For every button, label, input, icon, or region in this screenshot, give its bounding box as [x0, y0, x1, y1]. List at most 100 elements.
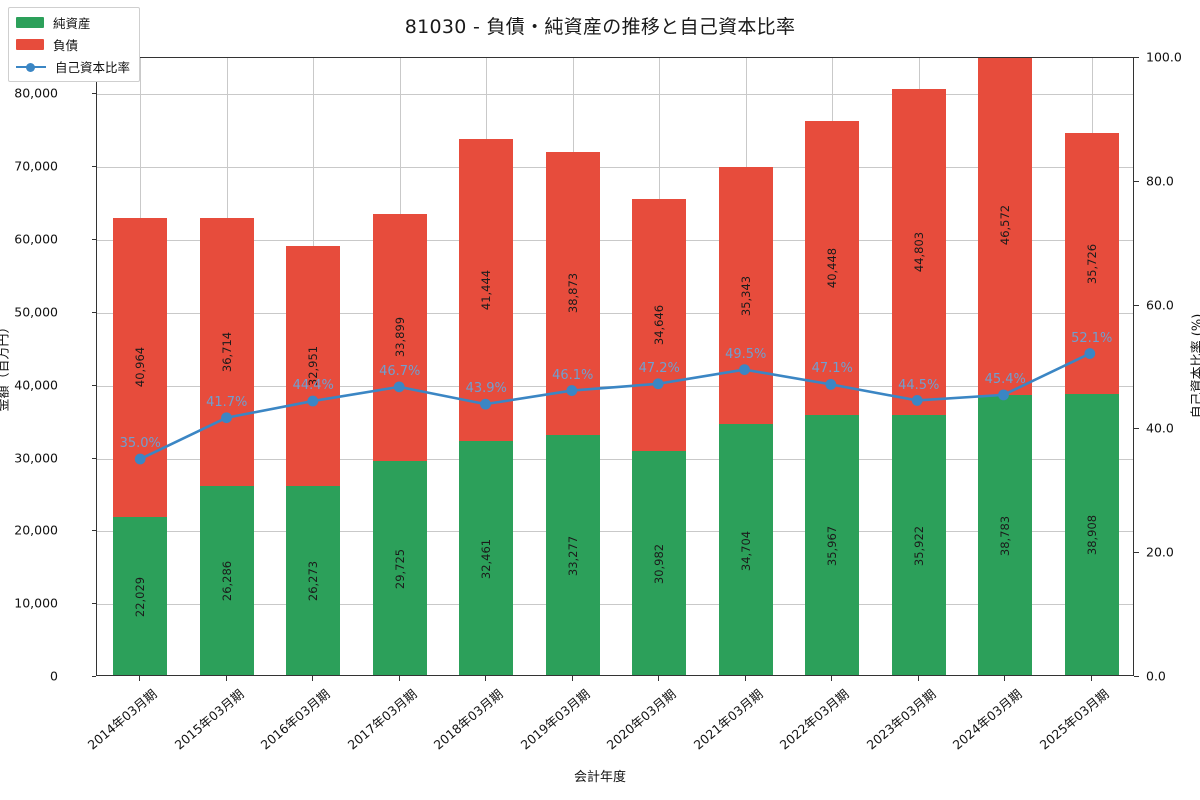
- bar-segment-equity[interactable]: [978, 394, 1033, 675]
- x-axis-tickmark: [139, 676, 141, 681]
- plot-inner: 22,029 40,964 26,286 36,714 26,273 32,951 29,7…: [97, 58, 1133, 675]
- x-axis-tickmark: [831, 676, 833, 681]
- ratio-value-label: 35.0%: [119, 436, 161, 452]
- y-axis-left-tick-label: 30,000: [14, 450, 58, 466]
- bar-segment-equity[interactable]: [113, 516, 168, 675]
- ratio-value-label: 41.7%: [206, 394, 248, 410]
- bar-segment-equity[interactable]: [372, 460, 427, 675]
- bar-segment-liability[interactable]: [113, 218, 168, 517]
- bar-segment-equity[interactable]: [805, 415, 860, 675]
- y-axis-right-tick-label: 100.0: [1146, 49, 1182, 65]
- y-axis-right-title: 自己資本比率 (%): [1190, 313, 1200, 419]
- y-axis-right-tickmark: [1134, 57, 1139, 58]
- legend-label-ratio: 自己資本比率: [55, 60, 131, 75]
- ratio-line-marker[interactable]: [1084, 348, 1096, 359]
- legend-label-equity: 純資産: [53, 16, 91, 31]
- ratio-line-marker[interactable]: [307, 395, 319, 407]
- chart-legend: 純資産 負債 自己資本比率: [8, 7, 141, 82]
- legend-label-liability: 負債: [53, 38, 79, 53]
- y-axis-right-tickmark: [1134, 552, 1139, 554]
- x-axis-title: 会計年度: [573, 770, 626, 785]
- ratio-line-marker[interactable]: [998, 389, 1009, 401]
- y-axis-right-tick-label: 0.0: [1146, 668, 1166, 684]
- ratio-line-marker[interactable]: [825, 379, 837, 390]
- gridline-horizontal: [97, 240, 1133, 242]
- bar-segment-equity[interactable]: [718, 424, 773, 675]
- y-axis-left-tickmark: [91, 93, 96, 95]
- bar-segment-liability[interactable]: [718, 166, 773, 425]
- gridline-horizontal: [97, 94, 1133, 96]
- y-axis-right-tickmark: [1134, 180, 1139, 182]
- y-axis-left-tickmark: [91, 530, 96, 532]
- x-axis-tick-label: 2014年03月期: [84, 686, 160, 753]
- x-axis-tickmark: [225, 676, 227, 681]
- gridline-horizontal: [97, 604, 1133, 606]
- bar-segment-equity[interactable]: [1064, 393, 1119, 675]
- x-axis-tickmark: [1090, 676, 1092, 681]
- y-axis-left-tick-label: 80,000: [14, 85, 58, 101]
- bar-segment-equity[interactable]: [632, 451, 687, 675]
- legend-item-equity[interactable]: 純資産: [16, 14, 130, 31]
- x-axis-tickmark: [658, 676, 660, 681]
- ratio-value-label: 44.5%: [898, 377, 940, 393]
- y-axis-left-tick-label: 70,000: [14, 158, 58, 174]
- bar-segment-equity[interactable]: [891, 415, 946, 675]
- ratio-line-marker[interactable]: [393, 381, 405, 393]
- bar-segment-liability[interactable]: [891, 89, 946, 416]
- ratio-line-marker[interactable]: [134, 453, 146, 465]
- x-axis-tick-label: 2016年03月期: [257, 686, 333, 753]
- x-axis-tick-label: 2017年03月期: [344, 686, 420, 753]
- y-axis-left-tickmark: [91, 457, 96, 459]
- ratio-line-marker[interactable]: [652, 378, 664, 390]
- bar-segment-equity[interactable]: [459, 440, 514, 675]
- y-axis-left-tick-label: 60,000: [14, 231, 58, 247]
- ratio-value-label: 45.4%: [984, 371, 1026, 387]
- y-axis-right-tick-label: 60.0: [1146, 297, 1174, 313]
- bar-segment-liability[interactable]: [805, 120, 860, 416]
- ratio-value-label: 47.1%: [811, 361, 853, 377]
- ratio-value-label: 44.4%: [292, 378, 334, 394]
- ratio-line-overlay: [134, 348, 1096, 465]
- x-axis-tickmark: [917, 676, 919, 681]
- bar-segment-liability[interactable]: [286, 245, 341, 486]
- ratio-value-label: 46.1%: [552, 367, 594, 383]
- bar-segment-liability[interactable]: [459, 138, 514, 441]
- legend-item-liability[interactable]: 負債: [16, 36, 130, 53]
- ratio-line-marker[interactable]: [221, 412, 232, 424]
- y-axis-left-tickmark: [91, 311, 96, 313]
- y-axis-left-tickmark: [91, 166, 96, 168]
- x-axis-tickmark: [398, 676, 400, 681]
- bar-segment-liability[interactable]: [372, 213, 427, 461]
- y-axis-right-tick-label: 40.0: [1146, 420, 1174, 436]
- x-axis-tickmark: [485, 676, 487, 681]
- x-axis-tick-label: 2024年03月期: [949, 686, 1025, 753]
- x-axis-tick-label: 2015年03月期: [171, 686, 247, 753]
- bar-segment-equity[interactable]: [199, 485, 254, 675]
- x-axis-tick-label: 2020年03月期: [603, 686, 679, 753]
- ratio-line-marker[interactable]: [739, 364, 750, 375]
- ratio-line-marker[interactable]: [480, 398, 491, 410]
- ratio-line-path: [138, 352, 1092, 461]
- y-axis-left-tick-label: 20,000: [14, 522, 58, 538]
- bar-segment-liability[interactable]: [632, 199, 687, 452]
- ratio-line-marker[interactable]: [911, 395, 923, 406]
- plot-area: 22,029 40,964 26,286 36,714 26,273 32,951 29,7…: [96, 57, 1134, 676]
- ratio-value-label: 49.5%: [725, 346, 767, 362]
- x-axis-tick-label: 2025年03月期: [1036, 686, 1112, 753]
- x-axis-tickmark: [571, 676, 573, 681]
- legend-item-ratio[interactable]: 自己資本比率: [16, 58, 130, 75]
- gridline-horizontal: [97, 167, 1133, 169]
- y-axis-right-tick-label: 80.0: [1146, 173, 1174, 189]
- ratio-value-label: 43.9%: [465, 381, 507, 397]
- gridline-horizontal: [97, 312, 1133, 314]
- y-axis-left-tickmark: [91, 239, 96, 241]
- bar-segment-equity[interactable]: [286, 485, 341, 675]
- y-axis-left-tickmark: [91, 676, 96, 677]
- bar-segment-liability[interactable]: [199, 218, 254, 486]
- y-axis-right-tick-label: 20.0: [1146, 544, 1174, 560]
- bar-segment-equity[interactable]: [545, 434, 600, 675]
- bar-segment-liability[interactable]: [978, 58, 1033, 395]
- ratio-value-label: 46.7%: [379, 363, 421, 379]
- ratio-line-marker[interactable]: [566, 385, 578, 396]
- ratio-value-label: 47.2%: [638, 360, 680, 376]
